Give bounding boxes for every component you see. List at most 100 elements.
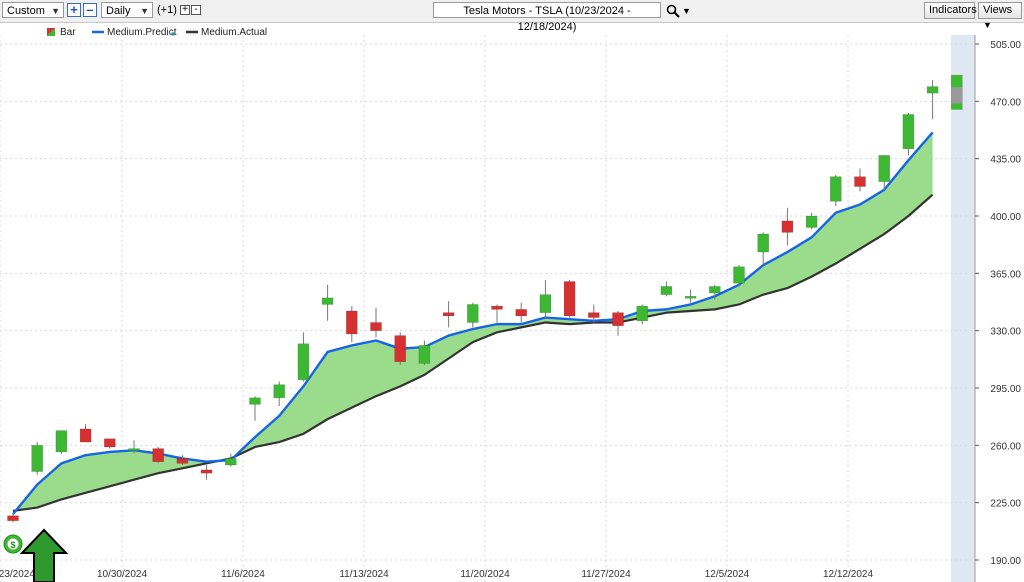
candle-body	[79, 428, 92, 443]
series-line-medium-predict	[12, 131, 934, 515]
x-tick-label: 11/6/2024	[221, 569, 265, 580]
x-tick-label: 11/27/2024	[581, 569, 631, 580]
candle	[539, 279, 552, 320]
future-band	[951, 35, 975, 582]
candles	[7, 74, 963, 523]
candle-body	[321, 297, 334, 305]
offset-increase-button[interactable]: +	[180, 5, 190, 15]
views-button-label: Views	[983, 4, 1013, 16]
y-tick-label: 505.00	[990, 40, 1021, 51]
candle-body	[418, 345, 431, 364]
candle	[225, 453, 237, 467]
period-select[interactable]: Custom ▼	[2, 2, 64, 18]
legend: Bar Medium.Predict Medium.Actual	[47, 27, 267, 38]
candle	[104, 438, 116, 449]
candle-body	[563, 281, 576, 317]
candle-body	[467, 304, 479, 323]
chevron-down-icon: ▼	[51, 6, 60, 16]
symbol-title: Tesla Motors - TSLA (10/23/2024 - 12/18/…	[463, 5, 631, 33]
legend-bar-swatch-up	[47, 28, 55, 36]
views-button[interactable]: Views ▼	[978, 2, 1022, 30]
candle	[515, 302, 527, 323]
candle-body	[249, 397, 261, 405]
candle-body	[757, 233, 769, 253]
toolbar: Custom ▼ + – Daily ▼ (+1) + - Tesla Moto…	[0, 0, 1024, 33]
candle-body	[902, 114, 915, 150]
y-tick-label: 295.00	[990, 384, 1021, 395]
candle	[418, 340, 431, 366]
candle-body	[273, 384, 285, 399]
grid	[0, 35, 975, 582]
svg-text:$: $	[10, 540, 15, 550]
legend-label-bar: Bar	[60, 27, 76, 38]
y-tick-label: 470.00	[990, 97, 1021, 108]
dollar-icon[interactable]: $	[3, 534, 23, 554]
chevron-down-icon: ▼	[140, 6, 149, 16]
y-tick-label: 435.00	[990, 155, 1021, 166]
candle	[684, 289, 697, 303]
candle-body	[878, 155, 890, 182]
candle-body	[225, 458, 237, 466]
legend-dot-icon	[171, 32, 175, 36]
candle	[854, 168, 866, 192]
candle	[370, 307, 382, 338]
y-tick-label: 190.00	[990, 556, 1021, 567]
search-icon[interactable]	[666, 4, 680, 18]
price-chart[interactable]: Bar Medium.Predict Medium.Actual 505.00 470…	[0, 23, 1024, 582]
candle	[321, 284, 334, 321]
candle	[757, 232, 769, 266]
candle	[951, 74, 963, 110]
candle-body	[830, 176, 842, 202]
predict-actual-fill	[13, 132, 933, 515]
candle	[709, 284, 721, 300]
candle	[491, 304, 503, 323]
candle	[394, 332, 406, 366]
candle-body	[104, 438, 116, 448]
candle-body	[55, 430, 68, 453]
interval-select[interactable]: Daily ▼	[101, 2, 153, 18]
y-tick-label: 260.00	[990, 441, 1021, 452]
candle-body-bottom	[951, 103, 963, 110]
zoom-in-button[interactable]: +	[67, 3, 81, 17]
candle	[152, 446, 164, 464]
y-tick-label: 330.00	[990, 327, 1021, 338]
candle	[636, 304, 648, 325]
candle-body	[660, 286, 673, 295]
zoom-out-button[interactable]: –	[83, 3, 97, 17]
candle	[249, 396, 261, 421]
candle-body-top	[951, 75, 963, 88]
candle	[926, 80, 939, 120]
symbol-title-box[interactable]: Tesla Motors - TSLA (10/23/2024 - 12/18/…	[433, 2, 661, 33]
period-select-value: Custom	[7, 5, 45, 17]
offset-decrease-button[interactable]: -	[191, 5, 201, 15]
x-tick-label: 12/12/2024	[823, 569, 873, 580]
x-tick-label: /23/2024	[0, 569, 35, 580]
legend-label-actual: Medium.Actual	[201, 27, 267, 38]
indicators-button[interactable]: Indicators	[924, 2, 977, 19]
candle	[878, 155, 890, 190]
candle-body	[781, 220, 794, 233]
candle-body	[684, 296, 697, 299]
candle	[805, 212, 818, 230]
candle	[830, 175, 842, 207]
y-tick-label: 400.00	[990, 212, 1021, 223]
candle	[660, 281, 673, 297]
candle-body	[539, 294, 552, 313]
candle-body	[926, 86, 939, 94]
candle	[902, 112, 915, 156]
candle	[612, 311, 624, 336]
candle	[79, 424, 92, 443]
candle-body	[346, 310, 358, 335]
candle-body	[805, 215, 818, 228]
candle-body	[612, 312, 624, 327]
offset-label: (+1)	[157, 4, 177, 16]
y-tick-label: 365.00	[990, 269, 1021, 280]
candle-body	[515, 309, 527, 317]
search-dropdown-icon[interactable]: ▼	[682, 6, 691, 16]
y-axis: 505.00 470.00 435.00 400.00 365.00 330.00 295.…	[974, 35, 1021, 582]
candle	[55, 430, 68, 454]
candle	[273, 381, 285, 407]
candle-body	[31, 445, 43, 472]
candle-body	[370, 322, 382, 331]
x-axis: /23/2024 10/30/2024 11/6/2024 11/13/2024 11/…	[0, 569, 873, 580]
